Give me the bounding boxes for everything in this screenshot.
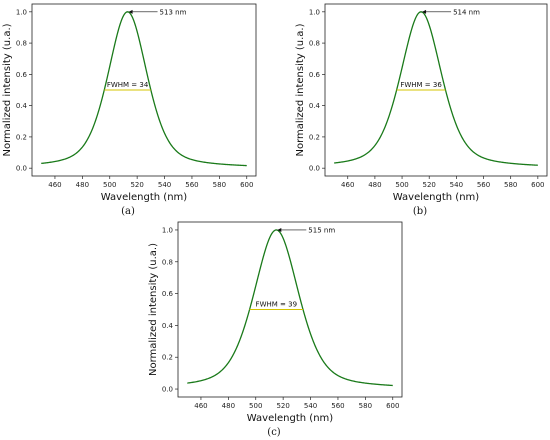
spectrum-line: [334, 11, 538, 166]
spectrum-line: [187, 229, 393, 387]
x-axis-label: Wavelength (nm): [247, 413, 333, 424]
y-tick-label: 0.2: [309, 133, 320, 141]
peak-label: 514 nm: [453, 8, 480, 16]
y-tick-label: 0.0: [309, 165, 320, 173]
fwhm-label: FWHM = 36: [400, 81, 442, 89]
plot-frame: [31, 3, 257, 177]
x-tick-label: 580: [504, 181, 517, 189]
x-tick-label: 520: [423, 181, 436, 189]
peak-label: 515 nm: [308, 226, 335, 234]
x-tick-label: 460: [341, 181, 354, 189]
y-axis-label: Normalized intensity (u.a.): [2, 23, 13, 156]
x-tick-label: 480: [368, 181, 381, 189]
x-axis-label: Wavelength (nm): [101, 192, 187, 203]
chart-panel: 460 480 500 520 540 560 580 600 0.0 0.2 0.4 0.6 0.8 1…: [148, 221, 403, 438]
y-tick-label: 0.0: [16, 165, 27, 173]
x-tick-label: 500: [249, 402, 262, 410]
y-tick-label: 0.2: [16, 133, 27, 141]
x-tick-label: 540: [158, 181, 171, 189]
x-tick-label: 500: [103, 181, 116, 189]
y-tick-label: 0.8: [309, 40, 320, 48]
y-tick-label: 1.0: [162, 226, 173, 234]
spectrum-line: [41, 11, 247, 167]
plot-frame: [177, 221, 403, 398]
x-tick-label: 600: [531, 181, 544, 189]
y-tick-label: 0.0: [162, 386, 173, 394]
y-tick-label: 1.0: [309, 8, 320, 16]
plot-frame: [324, 3, 548, 177]
peak-arrow-head: [277, 227, 282, 232]
x-axis-label: Wavelength (nm): [393, 192, 479, 203]
fwhm-label: FWHM = 34: [107, 81, 149, 89]
x-tick-label: 480: [76, 181, 89, 189]
y-tick-label: 0.4: [309, 102, 321, 110]
x-tick-label: 580: [359, 402, 372, 410]
chart-panel: 460 480 500 520 540 560 580 600 0.0 0.2 0.4 0.6 0.8 1…: [2, 3, 257, 217]
x-tick-label: 540: [450, 181, 463, 189]
y-tick-label: 0.4: [16, 102, 28, 110]
x-tick-label: 560: [185, 181, 198, 189]
x-tick-label: 460: [194, 402, 207, 410]
y-axis-label: Normalized intensity (u.a.): [148, 243, 159, 376]
y-tick-label: 0.4: [162, 322, 174, 330]
y-tick-label: 0.2: [162, 354, 173, 362]
x-tick-label: 560: [477, 181, 490, 189]
y-tick-label: 0.6: [162, 290, 174, 298]
y-tick-label: 1.0: [16, 8, 27, 16]
y-tick-label: 0.6: [309, 71, 321, 79]
panel-label: (c): [267, 427, 281, 438]
x-tick-label: 460: [48, 181, 61, 189]
fwhm-label: FWHM = 39: [256, 301, 297, 309]
x-tick-label: 560: [331, 402, 344, 410]
peak-label: 513 nm: [160, 8, 187, 16]
peak-arrow-head: [128, 9, 133, 14]
x-tick-label: 520: [276, 402, 289, 410]
panel-label: (b): [413, 206, 427, 217]
y-axis-label: Normalized intensity (u.a.): [295, 23, 306, 156]
x-tick-label: 600: [240, 181, 253, 189]
x-tick-label: 540: [304, 402, 317, 410]
x-tick-label: 580: [213, 181, 226, 189]
x-tick-label: 520: [130, 181, 143, 189]
panel-label: (a): [121, 206, 135, 217]
x-tick-label: 600: [386, 402, 399, 410]
y-tick-label: 0.6: [16, 71, 28, 79]
y-tick-label: 0.8: [162, 258, 173, 266]
x-tick-label: 480: [222, 402, 235, 410]
peak-arrow-head: [422, 9, 427, 14]
x-tick-label: 500: [395, 181, 408, 189]
y-tick-label: 0.8: [16, 40, 27, 48]
chart-panel: 460 480 500 520 540 560 580 600 0.0 0.2 0.4 0.6 0.8 1…: [295, 3, 548, 217]
